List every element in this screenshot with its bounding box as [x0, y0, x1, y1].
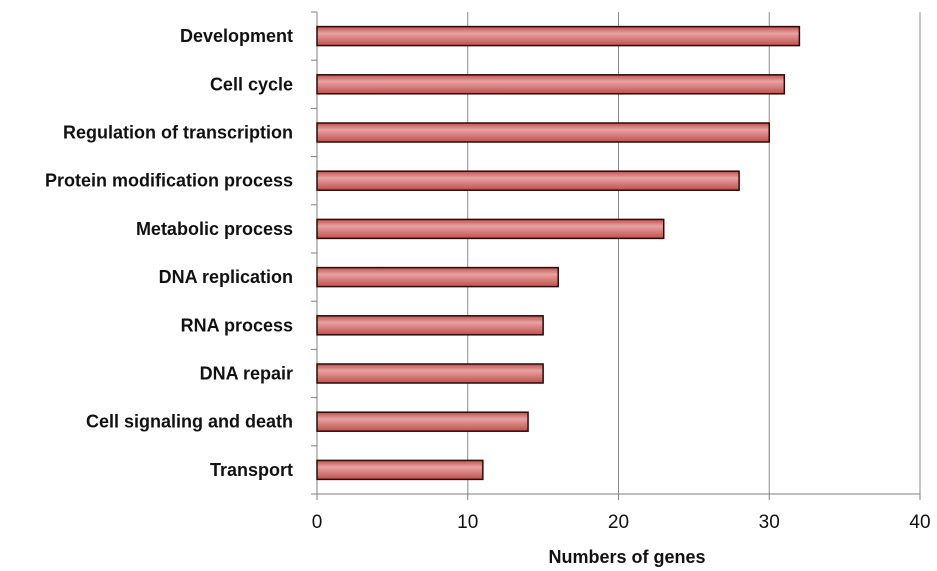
category-label: Cell cycle: [210, 74, 293, 94]
bar-cell-signaling-and-death: [316, 411, 529, 432]
category-label: Cell signaling and death: [86, 412, 293, 432]
x-tick-label-0: 0: [312, 512, 323, 533]
category-labels: Development Cell cycle Regulation of trans…: [45, 26, 293, 480]
category-label: RNA process: [181, 315, 293, 335]
x-tick-label-20: 20: [608, 512, 629, 533]
x-tick-labels: 0 10 20 30 40: [312, 512, 931, 533]
x-tick-label-30: 30: [759, 512, 780, 533]
category-label: Protein modification process: [45, 171, 293, 191]
bar-dna-replication: [316, 266, 559, 288]
x-tick-label-10: 10: [457, 512, 478, 533]
bar-regulation-of-transcription: [316, 122, 770, 143]
bar-rna-process: [316, 315, 544, 336]
bars: [316, 25, 801, 481]
category-label: Metabolic process: [136, 219, 293, 239]
bar-metabolic-process: [316, 218, 665, 240]
x-axis-title: Numbers of genes: [548, 547, 705, 567]
bar-cell-cycle: [316, 74, 786, 95]
category-label: DNA replication: [159, 267, 293, 287]
bar-development: [316, 25, 801, 47]
category-label: DNA repair: [200, 364, 293, 384]
category-label: Development: [180, 26, 293, 46]
x-tick-label-40: 40: [909, 512, 930, 533]
bar-protein-modification-process: [316, 170, 740, 191]
category-label: Regulation of transcription: [63, 123, 293, 143]
bar-transport: [316, 459, 484, 481]
bar-dna-repair: [316, 363, 544, 384]
category-label: Transport: [210, 460, 293, 480]
